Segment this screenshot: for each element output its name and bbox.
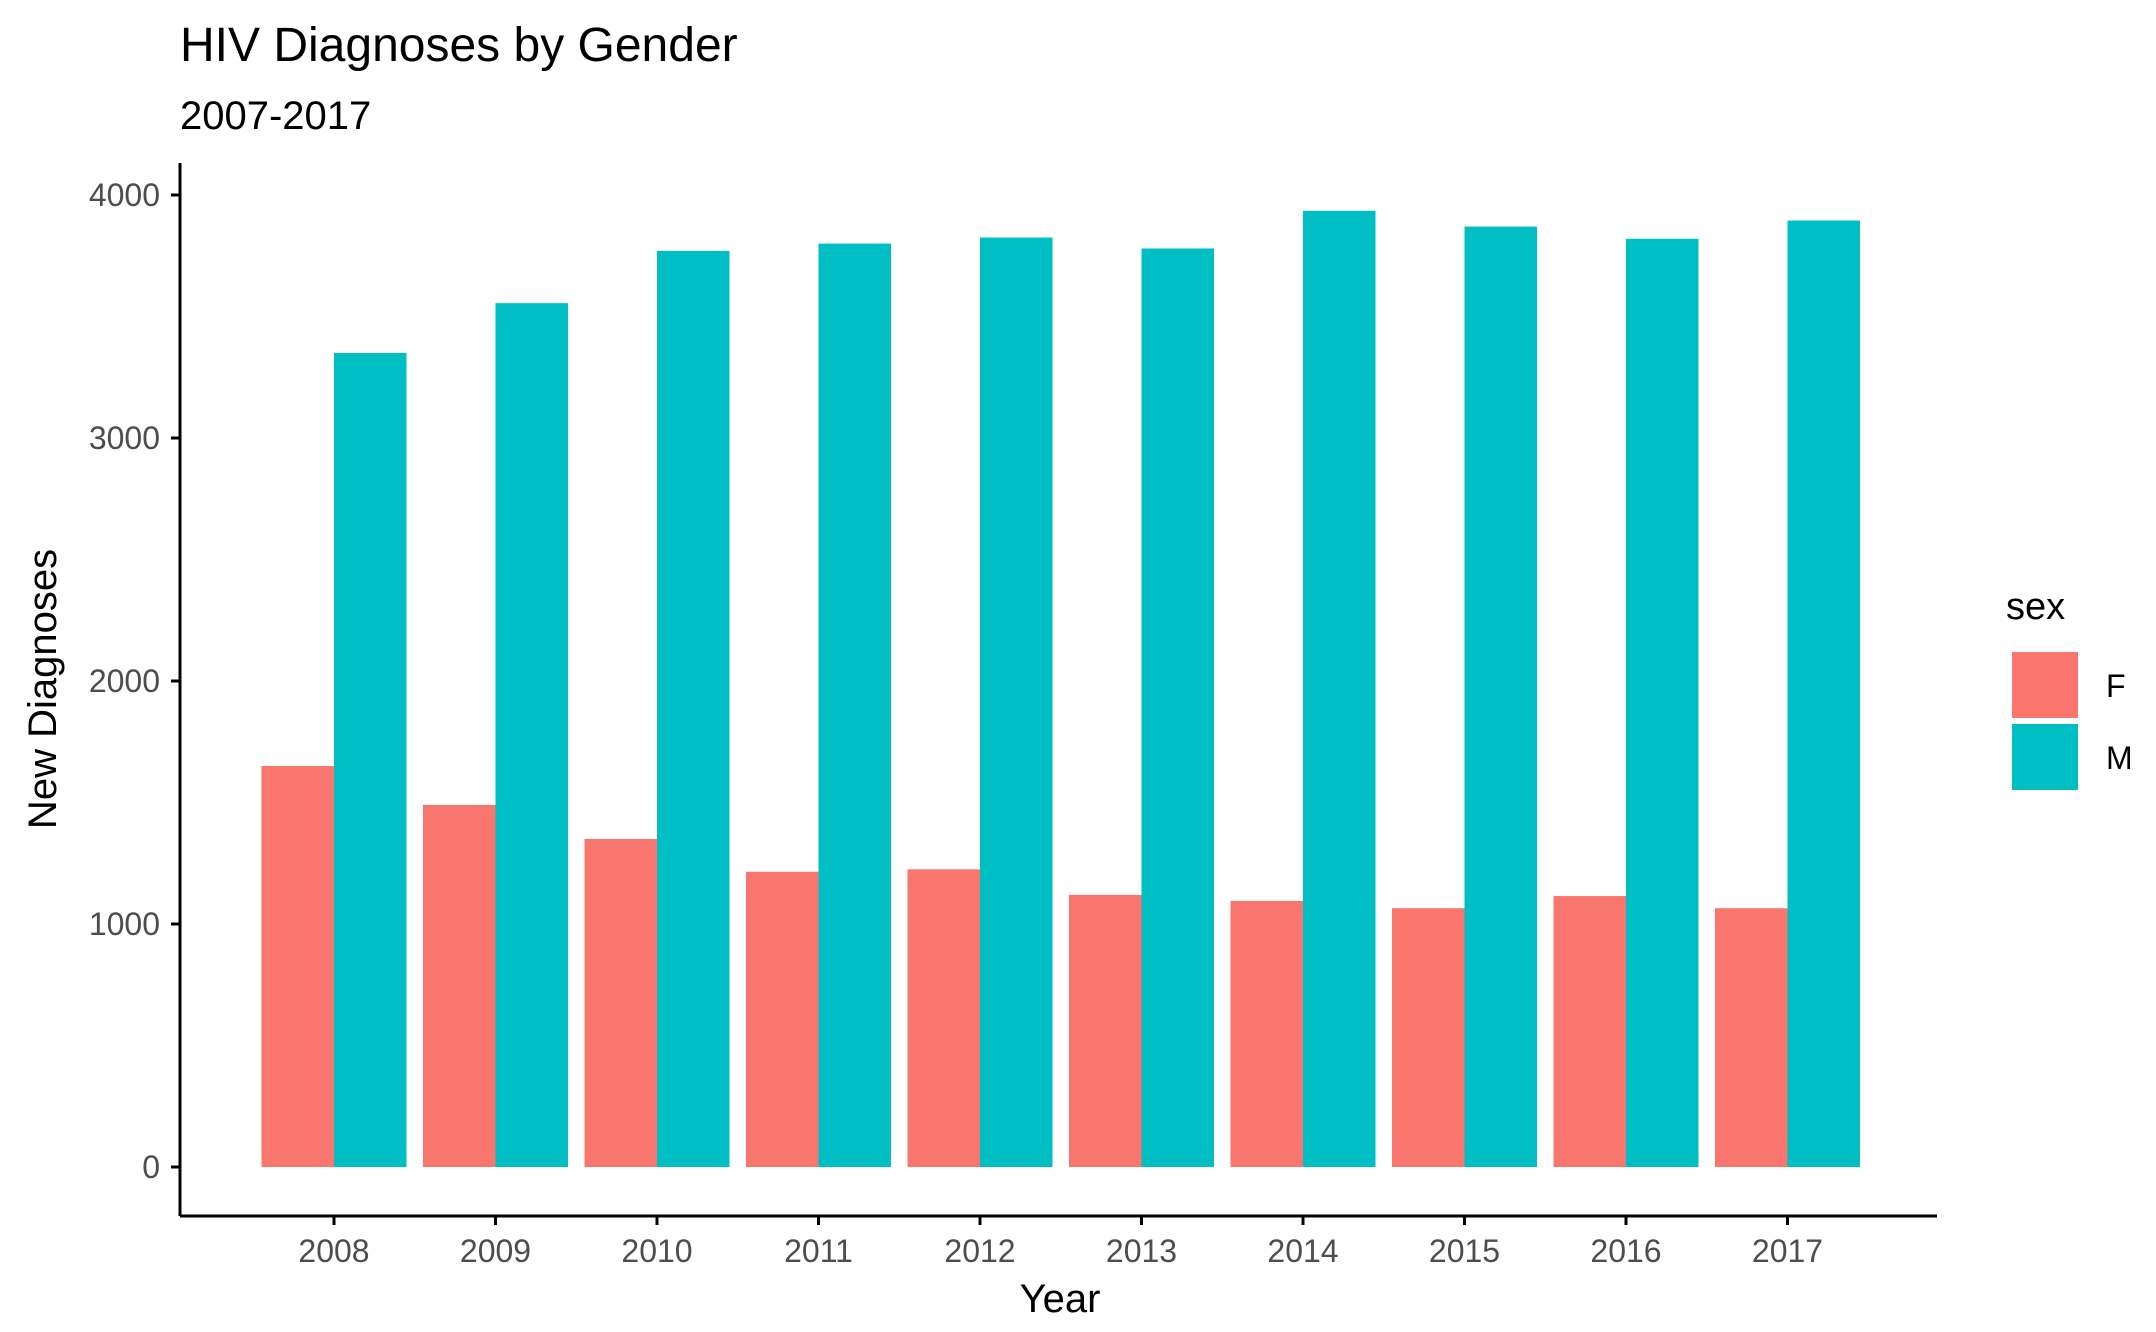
- x-tick-label-2012: 2012: [944, 1233, 1015, 1269]
- legend: sex FM: [2006, 586, 2133, 790]
- bar-m-2016: [1626, 238, 1699, 1168]
- legend-key-m: [2012, 724, 2078, 790]
- bar-m-2009: [495, 303, 568, 1167]
- bar-m-2012: [980, 237, 1053, 1167]
- bars-group: [261, 210, 1860, 1168]
- y-tick-label-4000: 4000: [89, 177, 160, 213]
- bar-m-2011: [818, 243, 891, 1168]
- x-tick-label-2014: 2014: [1267, 1233, 1338, 1269]
- bar-m-2013: [1141, 248, 1214, 1167]
- bar-f-2016: [1553, 896, 1626, 1167]
- bar-f-2013: [1069, 894, 1142, 1167]
- bar-m-2017: [1787, 220, 1860, 1167]
- x-tick-label-2008: 2008: [298, 1233, 369, 1269]
- y-tick-label-2000: 2000: [89, 663, 160, 699]
- x-axis-ticks: 2008 2009 2010 2011 2012 2013 2014 2015 2016 2017: [298, 1216, 1823, 1269]
- chart-title: HIV Diagnoses by Gender: [180, 19, 738, 72]
- bar-m-2010: [657, 250, 730, 1167]
- chart-subtitle: 2007-2017: [180, 94, 371, 138]
- y-tick-label-0: 0: [142, 1149, 160, 1185]
- bar-f-2008: [261, 766, 334, 1167]
- y-axis-ticks: 0 1000 2000 3000 4000: [89, 177, 180, 1185]
- x-tick-label-2013: 2013: [1106, 1233, 1177, 1269]
- x-tick-label-2016: 2016: [1590, 1233, 1661, 1269]
- bar-f-2015: [1392, 908, 1465, 1167]
- x-axis-title: Year: [1020, 1277, 1101, 1321]
- legend-key-f: [2012, 652, 2078, 718]
- bar-m-2015: [1464, 226, 1537, 1168]
- bar-f-2014: [1230, 900, 1303, 1167]
- bar-f-2017: [1715, 908, 1788, 1167]
- bar-f-2010: [584, 838, 657, 1167]
- bar-m-2008: [334, 352, 407, 1167]
- x-tick-label-2010: 2010: [621, 1233, 692, 1269]
- bar-m-2014: [1303, 210, 1376, 1168]
- x-tick-label-2009: 2009: [460, 1233, 531, 1269]
- y-tick-label-3000: 3000: [89, 420, 160, 456]
- bar-f-2011: [746, 871, 819, 1167]
- x-tick-label-2017: 2017: [1752, 1233, 1823, 1269]
- legend-label-m: M: [2106, 740, 2133, 776]
- bar-f-2012: [907, 869, 980, 1167]
- bar-f-2009: [423, 804, 496, 1167]
- x-tick-label-2011: 2011: [784, 1233, 853, 1269]
- legend-label-f: F: [2106, 668, 2126, 704]
- x-tick-label-2015: 2015: [1429, 1233, 1500, 1269]
- y-tick-label-1000: 1000: [89, 906, 160, 942]
- y-axis-title: New Diagnoses: [21, 549, 65, 829]
- legend-title: sex: [2006, 586, 2065, 628]
